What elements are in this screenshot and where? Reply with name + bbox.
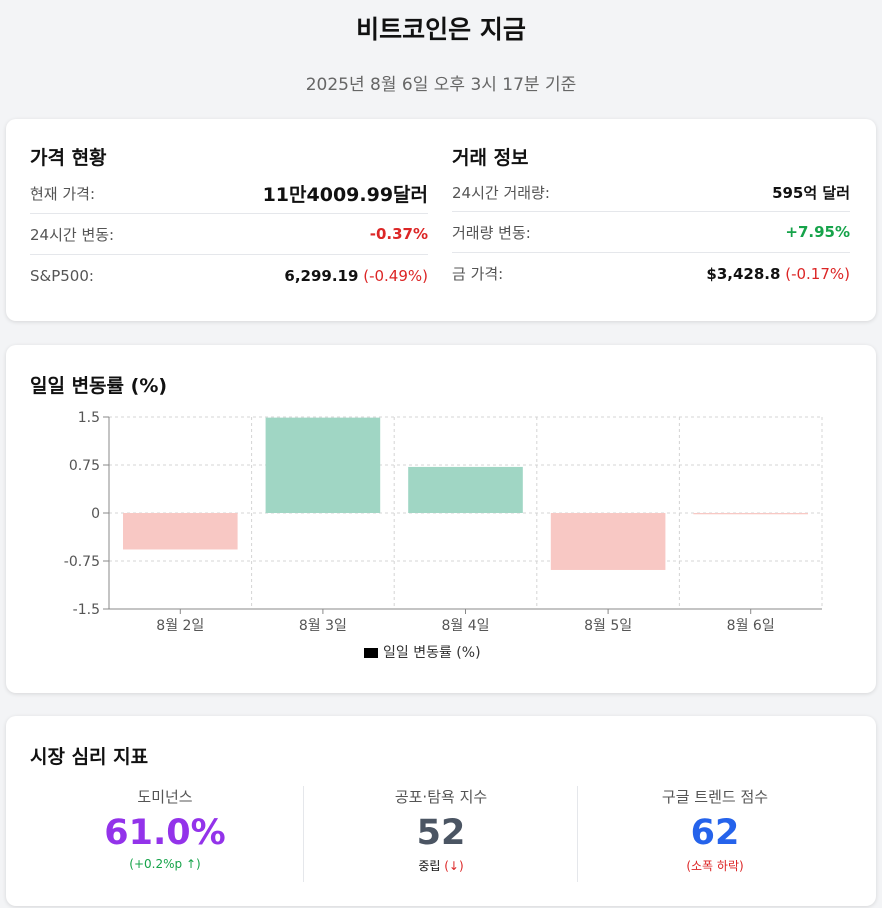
price-status-section: 가격 현황 현재 가격: 11만4009.99달러 24시간 변동: -0.37… — [30, 143, 428, 296]
bar — [550, 513, 666, 570]
fear-greed-value: 52 — [416, 813, 466, 853]
current-price-label: 현재 가격: — [30, 184, 96, 203]
legend-swatch — [364, 648, 378, 658]
page-title: 비트코인은 지금 — [356, 15, 526, 44]
sp500-value-group: 6,299.19 (-0.49%) — [284, 267, 428, 285]
chart-title: 일일 변동률 (%) — [30, 375, 168, 397]
sp500-value: 6,299.19 — [284, 266, 359, 285]
dominance-value: 61.0% — [104, 813, 226, 853]
bar — [408, 466, 523, 513]
price-status-title: 가격 현황 — [30, 147, 107, 169]
current-price-value: 11만4009.99달러 — [262, 183, 428, 206]
y-tick-label: -1.5 — [73, 602, 100, 618]
google-trends-value: 62 — [690, 813, 740, 853]
volume-24h-row: 24시간 거래량: 595억 달러 — [452, 173, 850, 212]
google-trends-label: 구글 트렌드 점수 — [661, 788, 769, 806]
y-tick-label: 1.5 — [78, 410, 100, 426]
y-tick-label: 0.75 — [69, 458, 100, 474]
sp500-change: (-0.49%) — [363, 266, 428, 285]
volume-change-label: 거래량 변동: — [452, 223, 531, 242]
bar — [265, 417, 381, 513]
fear-greed-label: 공포·탐욕 지수 — [394, 788, 488, 806]
x-tick-label: 8월 5일 — [584, 618, 632, 634]
sentiment-card: 시장 심리 지표 도미넌스 61.0% (+0.2%p ↑) 공포·탐욕 지수 … — [6, 716, 876, 906]
gold-price-row: 금 가격: $3,428.8 (-0.17%) — [452, 253, 850, 294]
google-trends-note: (소폭 하락) — [686, 859, 744, 873]
google-trends-indicator: 구글 트렌드 점수 62 (소폭 하락) — [580, 786, 850, 882]
change-24h-value: -0.37% — [369, 225, 428, 243]
trade-info-section: 거래 정보 24시간 거래량: 595억 달러 거래량 변동: +7.95% 금… — [452, 143, 850, 294]
fear-greed-note: 중립 — [418, 859, 441, 873]
bar — [693, 513, 808, 515]
volume-24h-label: 24시간 거래량: — [452, 183, 550, 202]
volume-change-value: +7.95% — [785, 223, 850, 241]
fear-greed-note-group: 중립 (↓) — [306, 857, 576, 874]
trade-info-title: 거래 정보 — [452, 147, 529, 169]
daily-change-chart: 1.5 0.75 0 -0.75 -1.5 8월 2일 8월 3일 8월 4일 8월 5일 8월 … — [64, 410, 823, 661]
volume-24h-value: 595억 달러 — [772, 183, 850, 202]
price-info-card: 가격 현황 현재 가격: 11만4009.99달러 24시간 변동: -0.37… — [6, 119, 876, 321]
legend-label: 일일 변동률 (%) — [383, 645, 481, 661]
x-tick-label: 8월 6일 — [727, 618, 775, 634]
gold-price-value: $3,428.8 — [706, 264, 781, 283]
x-tick-label: 8월 4일 — [441, 618, 489, 634]
divider — [577, 786, 578, 882]
gold-price-change: (-0.17%) — [785, 264, 850, 283]
dominance-label: 도미넌스 — [137, 788, 193, 806]
sentiment-title: 시장 심리 지표 — [30, 746, 149, 768]
bar — [123, 513, 238, 550]
fear-greed-arrow: (↓) — [444, 859, 464, 873]
daily-change-chart-card: 일일 변동률 (%) 1.5 0.75 0 -0.75 -1.5 8월 2일 8월 3일 8월… — [6, 345, 876, 693]
dominance-note: (+0.2%p ↑) — [129, 857, 201, 871]
sp500-row: S&P500: 6,299.19 (-0.49%) — [30, 255, 428, 296]
fear-greed-indicator: 공포·탐욕 지수 52 중립 (↓) — [306, 786, 576, 882]
x-tick-label: 8월 3일 — [299, 618, 347, 634]
dominance-indicator: 도미넌스 61.0% (+0.2%p ↑) — [30, 786, 300, 882]
y-tick-label: 0 — [91, 506, 100, 522]
sp500-label: S&P500: — [30, 266, 94, 285]
page-subtitle: 2025년 8월 6일 오후 3시 17분 기준 — [305, 75, 577, 95]
current-price-row: 현재 가격: 11만4009.99달러 — [30, 173, 428, 214]
volume-change-row: 거래량 변동: +7.95% — [452, 212, 850, 253]
y-tick-label: -0.75 — [64, 554, 100, 570]
gold-price-value-group: $3,428.8 (-0.17%) — [706, 265, 850, 283]
change-24h-row: 24시간 변동: -0.37% — [30, 214, 428, 255]
x-tick-label: 8월 2일 — [156, 618, 204, 634]
divider — [303, 786, 304, 882]
change-24h-label: 24시간 변동: — [30, 225, 115, 244]
gold-price-label: 금 가격: — [452, 265, 504, 283]
